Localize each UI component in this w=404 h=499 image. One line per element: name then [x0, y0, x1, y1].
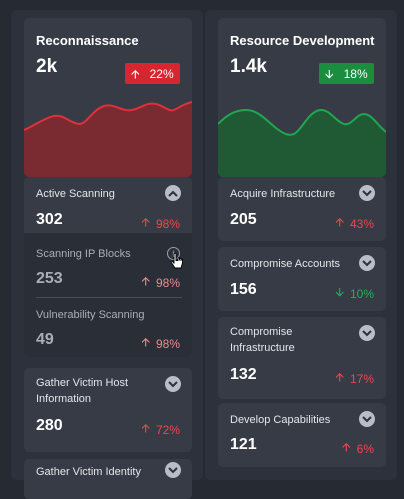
technique-count: 156 [230, 281, 257, 298]
sub-technique-count: 253 [36, 270, 63, 287]
sub-technique-delta: 🡩 98% [141, 333, 180, 354]
arrow-up-icon: 🡩 [342, 440, 351, 454]
trend-badge-value: 22% [149, 66, 174, 81]
summary-card-reconnaissance[interactable]: Reconnaissance 2k 🡩 22% [24, 18, 192, 177]
technique-card-gather-victim-host-information[interactable]: Gather Victim Host Information 280 🡩 72% [24, 368, 192, 452]
technique-count: 302 [36, 211, 63, 228]
technique-title: Gather Victim Identity [36, 466, 141, 478]
sub-technique-title: Vulnerability Scanning [36, 309, 145, 321]
chevron-up-icon[interactable] [165, 185, 181, 201]
technique-count: 121 [230, 436, 257, 453]
technique-count: 132 [230, 366, 257, 383]
technique-count: 205 [230, 211, 257, 228]
trend-badge: 🡩 22% [125, 63, 180, 84]
info-icon[interactable]: i [167, 247, 180, 260]
technique-delta: 🡩 98% [141, 213, 180, 234]
trend-badge-value: 18% [343, 66, 368, 81]
arrow-down-icon: 🡫 [325, 66, 334, 81]
technique-title: Compromise Accounts [230, 258, 341, 270]
technique-delta: 🡫 10% [335, 283, 374, 304]
sparkline-area [218, 109, 386, 177]
sparkline-area [24, 102, 192, 177]
tactic-count: 2k [36, 56, 58, 77]
chevron-down-icon[interactable] [165, 462, 181, 478]
technique-delta: 🡩 6% [342, 438, 374, 459]
technique-card-compromise-infrastructure[interactable]: Compromise Infrastructure 132 🡩 17% [218, 317, 386, 399]
sparkline-chart [218, 108, 386, 177]
technique-card-active-scanning[interactable]: Active Scanning 302 🡩 98% Scanning IP Bl… [24, 177, 192, 357]
tactic-column-reconnaissance: Reconnaissance 2k 🡩 22% Active Scanning … [11, 10, 203, 499]
arrow-up-icon: 🡩 [141, 215, 150, 229]
technique-delta: 🡩 17% [335, 368, 374, 389]
arrow-up-icon: 🡩 [141, 274, 150, 288]
chevron-down-icon[interactable] [165, 376, 181, 392]
arrow-up-icon: 🡩 [335, 215, 344, 229]
tactic-column-resource-development: Resource Development 1.4k 🡫 18% Acquire … [205, 10, 397, 480]
technique-card-gather-victim-identity[interactable]: Gather Victim Identity [24, 459, 192, 499]
chevron-down-icon[interactable] [359, 411, 375, 427]
technique-title: Develop Capabilities [230, 414, 331, 426]
technique-count: 280 [36, 417, 63, 434]
technique-card-develop-capabilities[interactable]: Develop Capabilities 121 🡩 6% [218, 403, 386, 467]
technique-title: Acquire Infrastructure [230, 188, 336, 200]
chevron-down-icon[interactable] [359, 185, 375, 201]
sparkline-line [24, 101, 192, 131]
arrow-up-icon: 🡩 [335, 370, 344, 384]
technique-title: Gather Victim Host Information [36, 377, 129, 405]
technique-title: Compromise Infrastructure [230, 326, 295, 354]
summary-card-resource-development[interactable]: Resource Development 1.4k 🡫 18% [218, 18, 386, 177]
sub-technique-list: Scanning IP Blocks i 253 🡩 98% Vulnerabi… [24, 233, 192, 357]
technique-card-compromise-accounts[interactable]: Compromise Accounts 156 🡫 10% [218, 247, 386, 311]
trend-badge: 🡫 18% [319, 63, 374, 84]
technique-title: Active Scanning [36, 188, 115, 200]
sparkline-line [218, 108, 386, 136]
technique-delta: 🡩 72% [141, 419, 180, 440]
sub-technique-count: 49 [36, 331, 54, 348]
tactic-count: 1.4k [230, 56, 267, 77]
arrow-up-icon: 🡩 [141, 421, 150, 435]
sub-technique-delta: 🡩 98% [141, 272, 180, 293]
technique-delta: 🡩 43% [335, 213, 374, 234]
tactic-title: Resource Development [230, 33, 375, 48]
arrow-down-icon: 🡫 [335, 285, 344, 299]
technique-card-acquire-infrastructure[interactable]: Acquire Infrastructure 205 🡩 43% [218, 177, 386, 241]
divider [36, 297, 182, 298]
sub-technique-title: Scanning IP Blocks [36, 248, 131, 260]
hand-cursor-icon [170, 253, 183, 269]
arrow-up-icon: 🡩 [131, 66, 140, 81]
sparkline-chart [24, 101, 192, 177]
chevron-down-icon[interactable] [359, 325, 375, 341]
arrow-up-icon: 🡩 [141, 335, 150, 349]
chevron-down-icon[interactable] [359, 255, 375, 271]
tactic-title: Reconnaissance [36, 33, 139, 48]
